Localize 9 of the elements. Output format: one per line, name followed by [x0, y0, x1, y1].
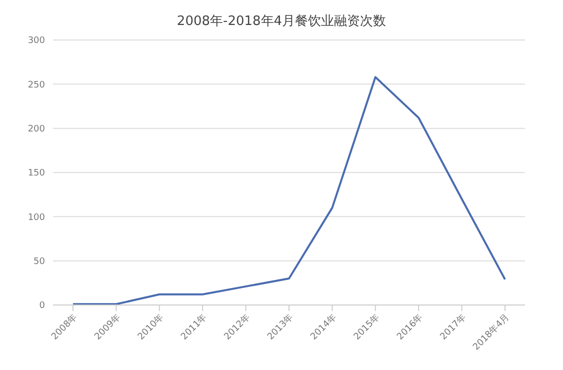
y-tick-label: 250	[28, 80, 46, 90]
y-tick-label: 300	[28, 36, 46, 46]
line-series	[72, 76, 506, 305]
y-tick-label: 0	[39, 301, 46, 312]
chart-title: 2008年-2018年4月餐饮业融资次数	[176, 13, 388, 30]
y-tick-label: 50	[34, 257, 46, 268]
y-tick-label: 150	[28, 168, 46, 179]
y-tick-label: 200	[28, 124, 46, 135]
y-tick-label: 100	[28, 212, 46, 223]
